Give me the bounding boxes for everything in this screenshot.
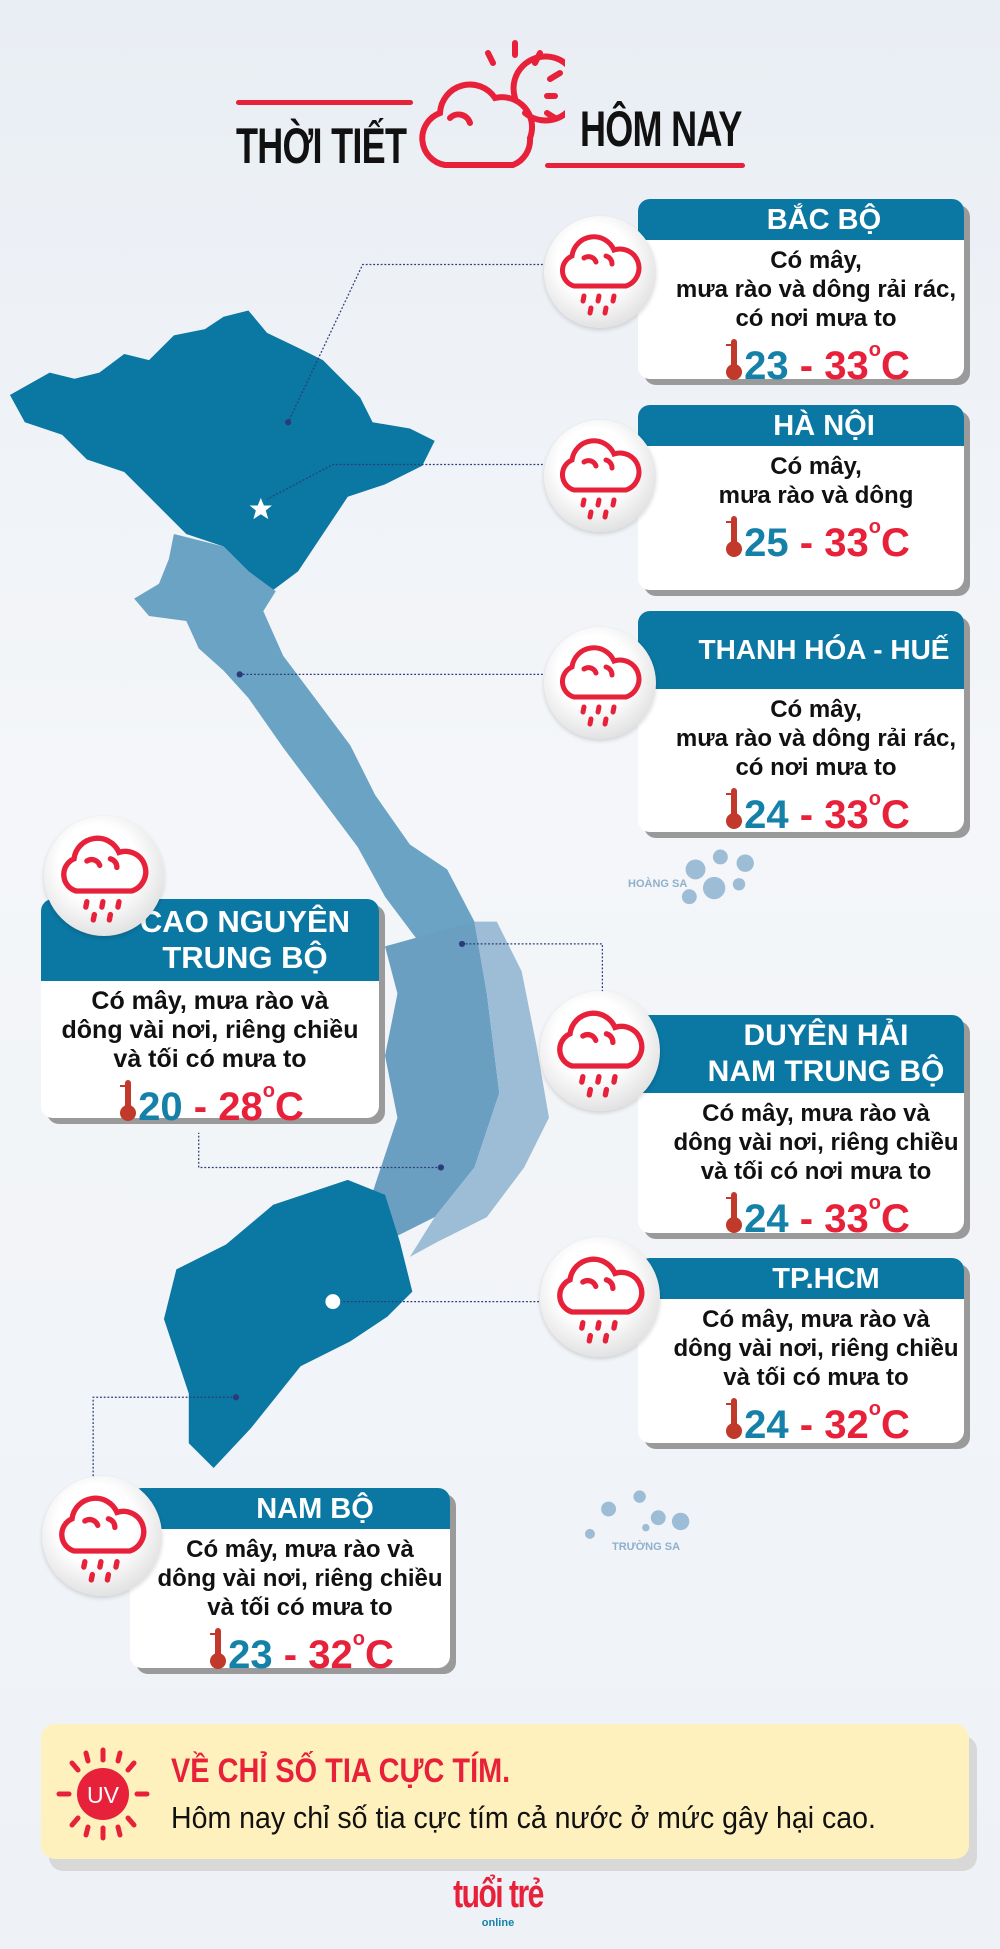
- map-region-south: [163, 1179, 413, 1469]
- region-card-cao-nguyen-trung-bo: CAO NGUYÊN TRUNG BỘ Có mây, mưa rào và dông…: [41, 899, 379, 1127]
- hanoi-star-icon: [249, 498, 272, 520]
- rain-cloud-icon: [544, 627, 656, 739]
- title-right: HÔM NAY: [580, 101, 742, 157]
- temp-high: 33: [824, 521, 869, 565]
- rain-cloud-icon: [42, 1476, 162, 1596]
- forecast-text: Có mây, mưa rào và dông vài nơi, riêng ch…: [41, 981, 379, 1129]
- region-name: TP.HCM: [638, 1258, 964, 1299]
- region-card-thanh-hoa-hue: THANH HÓA - HUẾ Có mây, mưa rào và dông rả…: [638, 611, 964, 837]
- temp-low: 24: [744, 1197, 789, 1241]
- forecast-text: Có mây, mưa rào và dông vài nơi, riêng ch…: [130, 1529, 450, 1677]
- uv-info-box: UV VỀ CHỈ SỐ TIA CỰC TÍM. Hôm nay chỉ số…: [41, 1724, 969, 1859]
- temperature-range: 24 - 32 o C: [668, 1396, 964, 1447]
- map-region-central-highlands: [372, 921, 500, 1242]
- forecast-text: Có mây, mưa rào và dông 25 - 33 o C: [638, 446, 964, 565]
- region-name: NAM BỘ: [130, 1488, 450, 1529]
- uv-sun-icon: UV: [56, 1747, 150, 1841]
- temp-high: 33: [824, 793, 869, 837]
- logo-main: tuổi trẻ: [453, 1872, 544, 1916]
- rain-cloud-icon: [544, 420, 656, 532]
- thermometer-icon: [726, 516, 743, 557]
- hcm-marker: [325, 1294, 341, 1310]
- temp-high: 33: [824, 344, 869, 388]
- temperature-range: 24 - 33 o C: [668, 1190, 964, 1241]
- rain-cloud-icon: [544, 216, 656, 328]
- region-card-tp-hcm: TP.HCM Có mây, mưa rào và dông vài nơi, ri…: [638, 1258, 964, 1447]
- hoang-sa-islands: [681, 849, 754, 905]
- cloud-sun-icon: [419, 40, 565, 168]
- thermometer-icon: [210, 1628, 227, 1669]
- map-region-north: [9, 310, 435, 590]
- map-region-south-central-coast: [409, 921, 549, 1257]
- region-name: THANH HÓA - HUẾ: [638, 611, 964, 689]
- region-name: CAO NGUYÊN TRUNG BỘ: [41, 899, 379, 981]
- temp-low: 24: [744, 793, 789, 837]
- thermometer-icon: [726, 339, 743, 380]
- thermometer-icon: [726, 1192, 743, 1233]
- temp-high: 33: [824, 1197, 869, 1241]
- temp-low: 23: [744, 344, 789, 388]
- temp-high: 32: [308, 1633, 353, 1677]
- temp-high: 28: [218, 1085, 263, 1129]
- tuoi-tre-logo: tuổi trẻ online: [437, 1872, 559, 1930]
- truong-sa-label: TRƯỜNG SA: [612, 1541, 681, 1553]
- region-card-bac-bo: BẮC BỘ Có mây, mưa rào và dông rải rác, có …: [638, 199, 964, 388]
- title-left: THỜI TIẾT: [236, 118, 407, 174]
- uv-title: VỀ CHỈ SỐ TIA CỰC TÍM.: [171, 1752, 511, 1790]
- temp-low: 23: [228, 1633, 273, 1677]
- region-name: BẮC BỘ: [638, 199, 964, 240]
- forecast-text: Có mây, mưa rào và dông vài nơi, riêng ch…: [638, 1299, 964, 1447]
- forecast-text: Có mây, mưa rào và dông rải rác, có nơi mư…: [638, 689, 964, 837]
- title-rule-left: [236, 100, 413, 105]
- rain-cloud-icon: [44, 816, 164, 936]
- temp-low: 20: [138, 1085, 183, 1129]
- region-card-duyen-hai-nam-trung-bo: DUYÊN HẢI NAM TRUNG BỘ Có mây, mưa rào và d…: [638, 1015, 964, 1241]
- map-region-north-central: [134, 534, 475, 947]
- temperature-range: 20 - 28 o C: [41, 1078, 379, 1129]
- region-name: DUYÊN HẢI NAM TRUNG BỘ: [638, 1015, 964, 1093]
- temperature-range: 24 - 33 o C: [668, 786, 964, 837]
- thermometer-icon: [726, 1398, 743, 1439]
- rain-cloud-icon: [540, 991, 660, 1111]
- temperature-range: 23 - 32 o C: [150, 1626, 450, 1677]
- title-rule-right: [545, 163, 745, 168]
- temperature-range: 25 - 33 o C: [668, 514, 964, 565]
- thermometer-icon: [120, 1080, 137, 1121]
- truong-sa-islands: [584, 1490, 690, 1539]
- region-card-ha-noi: HÀ NỘI Có mây, mưa rào và dông 25 - 33 o C: [638, 405, 964, 590]
- hoang-sa-label: HOÀNG SA: [628, 878, 688, 890]
- region-name: HÀ NỘI: [638, 405, 964, 446]
- uv-text: Hôm nay chỉ số tia cực tím cả nước ở mức…: [171, 1800, 876, 1835]
- connector-lines: [92, 263, 603, 1481]
- thermometer-icon: [726, 788, 743, 829]
- uv-badge: UV: [87, 1782, 120, 1808]
- temperature-range: 23 - 33 o C: [668, 337, 964, 388]
- temp-low: 25: [744, 521, 789, 565]
- rain-cloud-icon: [540, 1237, 660, 1357]
- forecast-text: Có mây, mưa rào và dông vài nơi, riêng ch…: [638, 1093, 964, 1241]
- region-card-nam-bo: NAM BỘ Có mây, mưa rào và dông vài nơi, ri…: [130, 1488, 450, 1677]
- temp-low: 24: [744, 1403, 789, 1447]
- temp-high: 32: [824, 1403, 869, 1447]
- forecast-text: Có mây, mưa rào và dông rải rác, có nơi mư…: [638, 240, 964, 388]
- logo-sub: online: [481, 1917, 515, 1929]
